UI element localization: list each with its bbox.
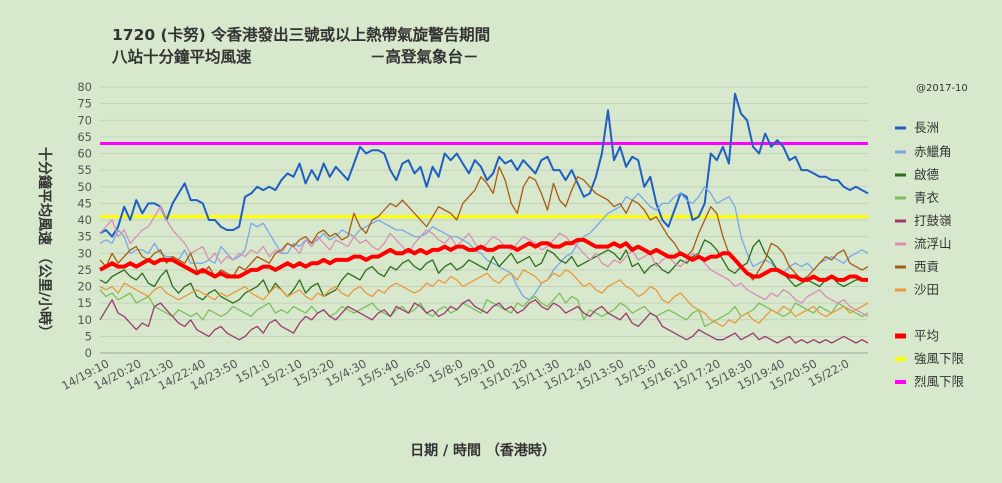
- series-line-4: [99, 299, 869, 344]
- grid: [100, 86, 868, 354]
- legend-swatch-5: [895, 242, 906, 246]
- y-tick-label: 50: [77, 180, 92, 194]
- y-tick-label: 65: [77, 130, 92, 144]
- y-tick-label: 80: [77, 80, 92, 94]
- legend-label-10: 烈風下限: [914, 374, 965, 389]
- y-tick-label: 45: [77, 196, 92, 210]
- legend-label-5: 流浮山: [914, 236, 952, 251]
- y-tick-label: 60: [77, 147, 92, 161]
- legend-swatch-0: [895, 126, 906, 130]
- y-tick-label: 0: [85, 346, 92, 360]
- y-tick-label: 5: [85, 329, 92, 343]
- series-line-1: [99, 186, 869, 301]
- y-axis-label: 十分鐘平均風速 （公里/小時）: [36, 147, 53, 339]
- legend-swatch-1: [895, 150, 906, 154]
- x-axis-label: 日期 / 時間 （香港時）: [410, 442, 556, 459]
- legend-swatch-2: [895, 173, 906, 177]
- y-tick-label: 75: [77, 97, 92, 111]
- legend-swatch-7: [895, 288, 906, 292]
- chart-credit: @2017-10: [916, 83, 968, 94]
- legend-label-3: 青衣: [914, 190, 940, 205]
- y-tick-label: 10: [77, 313, 92, 327]
- y-tick-label: 55: [77, 163, 92, 177]
- legend-swatch-9: [895, 357, 906, 361]
- y-tick-label: 15: [77, 296, 92, 310]
- legend-swatch-8: [895, 333, 906, 339]
- y-tick-label: 30: [77, 246, 92, 260]
- series-lines: [99, 92, 869, 344]
- y-axis-ticks: 0 5 10 15 20 25 30 35 40 45 50 55 60 65 70 75 80: [77, 80, 92, 360]
- y-tick-label: 20: [77, 280, 92, 294]
- legend-label-0: 長洲: [914, 120, 939, 135]
- series-line-7: [99, 269, 869, 328]
- legend-swatch-4: [895, 219, 906, 223]
- legend-label-1: 赤鱲角: [914, 144, 952, 159]
- chart-source: －高登氣象台－: [370, 47, 479, 66]
- legend-swatch-10: [895, 380, 906, 384]
- y-tick-label: 70: [77, 113, 92, 127]
- series-line-0: [99, 92, 869, 238]
- legend-swatch-6: [895, 265, 906, 269]
- legend-label-7: 沙田: [914, 282, 939, 297]
- legend-label-8: 平均: [914, 328, 939, 343]
- legend-label-9: 強風下限: [914, 351, 965, 366]
- legend-label-6: 西貢: [914, 259, 939, 274]
- legend-swatch-3: [895, 196, 906, 200]
- chart-subtitle: 八站十分鐘平均風速: [111, 47, 252, 66]
- y-tick-label: 25: [77, 263, 92, 277]
- chart-title: 1720 (卡努) 令香港發出三號或以上熱帶氣旋警告期間: [112, 25, 490, 44]
- series-line-3: [99, 289, 869, 328]
- legend-label-2: 啟德: [914, 167, 940, 182]
- legend-label-4: 打鼓嶺: [914, 213, 952, 228]
- series-line-8: [99, 237, 868, 282]
- y-tick-label: 40: [77, 213, 92, 227]
- y-tick-label: 35: [77, 230, 92, 244]
